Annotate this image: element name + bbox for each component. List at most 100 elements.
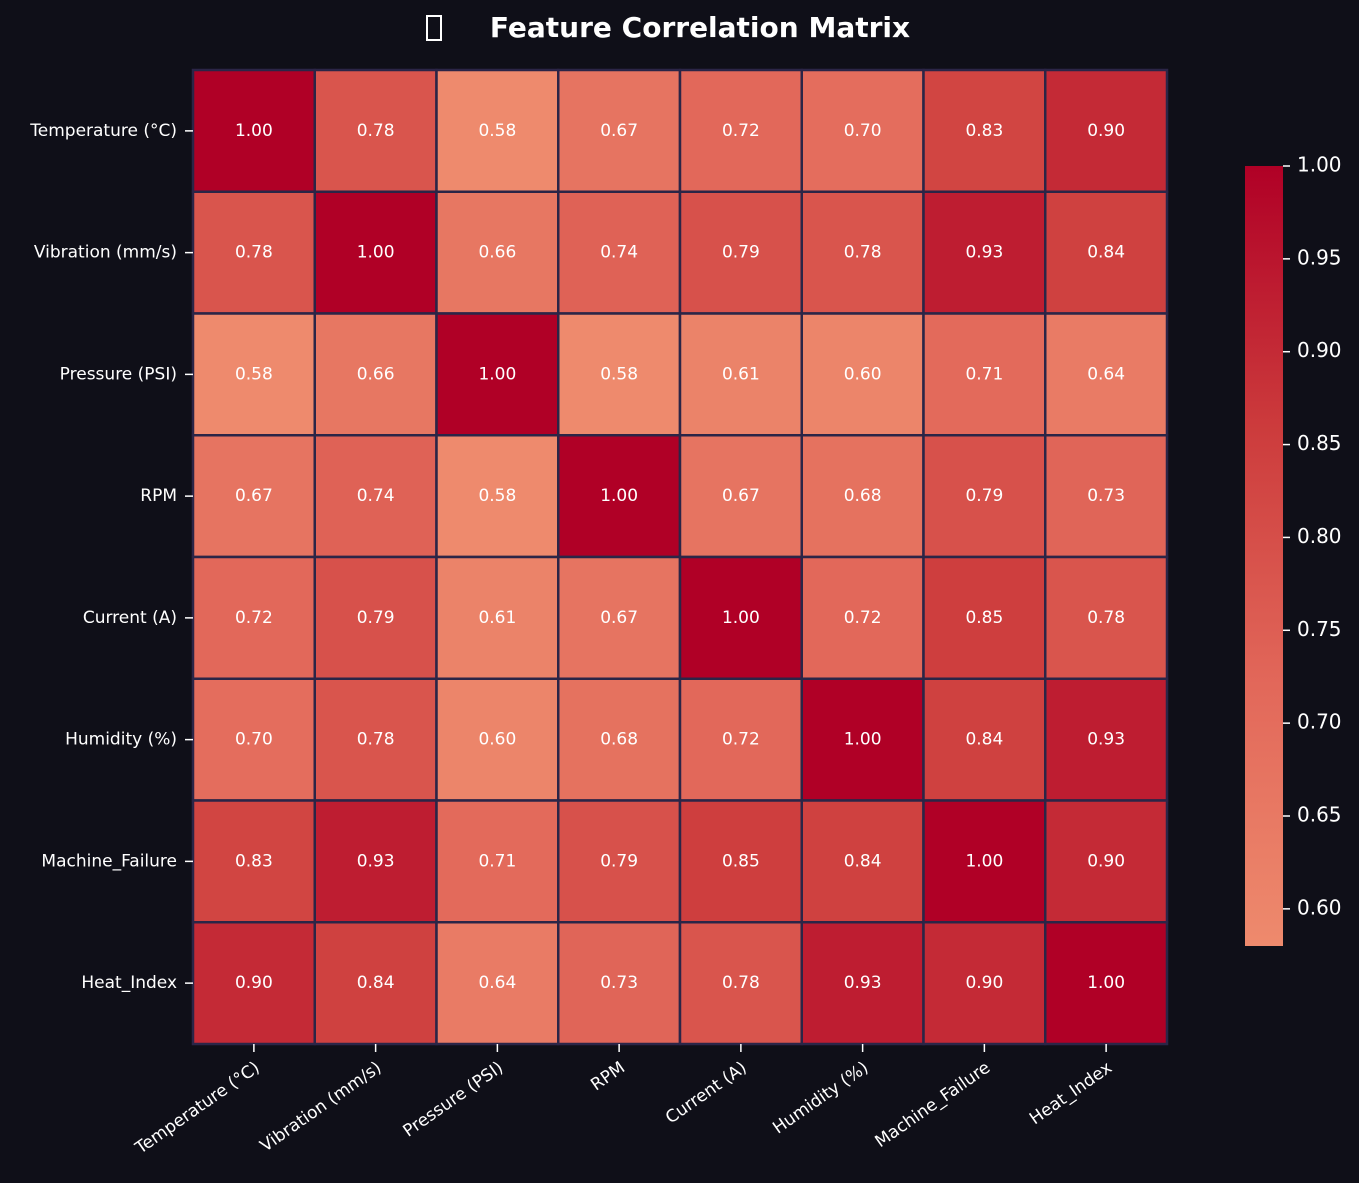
cell — [922, 312, 1047, 437]
x-tick-label: Humidity (%) — [769, 1058, 872, 1139]
cell — [922, 555, 1047, 680]
cell — [1044, 921, 1169, 1046]
cell-label: 0.90 — [965, 973, 1003, 993]
cell-label: 0.78 — [235, 243, 273, 263]
cell-label: 0.83 — [965, 121, 1003, 141]
cell-label: 1.00 — [1087, 973, 1125, 993]
cell-label: 0.72 — [844, 608, 882, 628]
x-tick-label: RPM — [587, 1058, 629, 1095]
cell-label: 0.79 — [600, 851, 638, 871]
y-tick-label: Heat_Index — [81, 973, 177, 993]
cell-label: 0.83 — [235, 851, 273, 871]
cell-label: 0.58 — [600, 364, 638, 384]
cell — [922, 799, 1047, 924]
cell — [678, 555, 803, 680]
x-tick-label: Current (A) — [662, 1058, 751, 1128]
cell-label: 0.64 — [1087, 364, 1125, 384]
cell — [435, 68, 560, 193]
y-tick-label: RPM — [140, 486, 177, 506]
cell-label: 0.71 — [478, 851, 516, 871]
colorbar-tick-label: 0.75 — [1297, 617, 1342, 641]
cell-label: 0.79 — [965, 486, 1003, 506]
cell-label: 1.00 — [844, 730, 882, 750]
cell-label: 0.68 — [844, 486, 882, 506]
colorbar-tick-label: 0.70 — [1297, 710, 1342, 734]
cell-label: 0.78 — [1087, 608, 1125, 628]
x-tick-label: Pressure (PSI) — [400, 1058, 508, 1142]
cell-label: 0.85 — [722, 851, 760, 871]
cell-label: 0.93 — [844, 973, 882, 993]
cell-label: 0.61 — [722, 364, 760, 384]
colorbar-tick-label: 0.80 — [1297, 524, 1342, 548]
cell — [435, 434, 560, 559]
cell — [678, 312, 803, 437]
cell-label: 0.66 — [478, 243, 516, 263]
cell — [557, 312, 682, 437]
cell — [800, 190, 925, 315]
colorbar-tick-label: 0.60 — [1297, 895, 1342, 919]
cell-label: 1.00 — [235, 121, 273, 141]
cell — [1044, 68, 1169, 193]
cell — [557, 555, 682, 680]
cell — [800, 677, 925, 802]
y-tick-label: Pressure (PSI) — [60, 364, 177, 384]
cell — [313, 677, 438, 802]
cell — [435, 677, 560, 802]
cell-label: 0.70 — [844, 121, 882, 141]
cell-label: 0.67 — [600, 121, 638, 141]
cell-label: 0.58 — [235, 364, 273, 384]
cell-label: 1.00 — [478, 364, 516, 384]
colorbar-tick-label: 0.90 — [1297, 338, 1342, 362]
cell-label: 0.66 — [357, 364, 395, 384]
y-tick-label: Temperature (°C) — [29, 121, 177, 141]
cell-label: 0.79 — [722, 243, 760, 263]
y-tick-label: Humidity (%) — [65, 730, 177, 750]
cell-label: 0.79 — [357, 608, 395, 628]
cell-label: 0.72 — [235, 608, 273, 628]
cell — [678, 434, 803, 559]
cell-label: 0.84 — [965, 730, 1003, 750]
cell-label: 0.74 — [357, 486, 395, 506]
cell-label: 0.84 — [357, 973, 395, 993]
cell-label: 0.58 — [478, 121, 516, 141]
cell — [191, 799, 316, 924]
cell — [1044, 190, 1169, 315]
cell-label: 1.00 — [357, 243, 395, 263]
cell-label: 0.90 — [1087, 851, 1125, 871]
cell-label: 0.70 — [235, 730, 273, 750]
colorbar-tick-label: 0.65 — [1297, 803, 1342, 827]
cell-label: 0.71 — [965, 364, 1003, 384]
cell-label: 0.78 — [357, 121, 395, 141]
cell-label: 0.78 — [357, 730, 395, 750]
cell-label: 0.84 — [844, 851, 882, 871]
cell — [922, 434, 1047, 559]
chart-title: Feature Correlation Matrix — [490, 11, 910, 44]
cell — [678, 921, 803, 1046]
cell — [313, 799, 438, 924]
cell — [678, 799, 803, 924]
cell — [435, 921, 560, 1046]
cell-label: 0.67 — [235, 486, 273, 506]
colorbar-tick-label: 0.85 — [1297, 431, 1342, 455]
y-tick-label: Vibration (mm/s) — [34, 243, 177, 263]
x-tick-label: Machine_Failure — [872, 1058, 995, 1152]
cell-label: 1.00 — [600, 486, 638, 506]
cell-label: 0.78 — [844, 243, 882, 263]
cell — [557, 434, 682, 559]
cell — [313, 68, 438, 193]
cell-label: 0.68 — [600, 730, 638, 750]
cell-label: 0.67 — [600, 608, 638, 628]
cell — [800, 799, 925, 924]
cell-label: 0.85 — [965, 608, 1003, 628]
cell — [313, 190, 438, 315]
cell — [1044, 677, 1169, 802]
colorbar-tick-label: 1.00 — [1297, 153, 1342, 177]
colorbar — [1245, 166, 1283, 946]
cell-label: 0.73 — [1087, 486, 1125, 506]
y-tick-label: Machine_Failure — [41, 851, 177, 871]
cell-label: 0.93 — [965, 243, 1003, 263]
cell-label: 0.60 — [844, 364, 882, 384]
cell — [435, 312, 560, 437]
